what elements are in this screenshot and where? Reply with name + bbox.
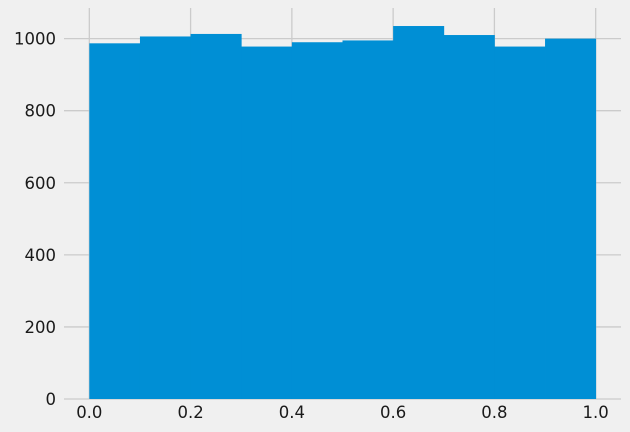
histogram-bar xyxy=(89,43,141,399)
histogram-bar xyxy=(545,38,597,399)
histogram-bar xyxy=(494,46,546,399)
y-axis-ticks: 0 200 400 600 800 1000 xyxy=(14,30,56,409)
x-tick-label: 0.6 xyxy=(380,403,406,422)
x-tick-label: 0.2 xyxy=(177,403,203,422)
histogram-bar xyxy=(139,36,191,400)
histogram-bar xyxy=(443,35,495,399)
x-tick-label: 1.0 xyxy=(583,403,609,422)
histogram-bar xyxy=(190,33,242,400)
x-tick-label: 0.4 xyxy=(279,403,305,422)
y-tick-label: 1000 xyxy=(14,30,56,49)
x-tick-label: 0.0 xyxy=(76,403,102,422)
histogram-bar xyxy=(241,46,293,399)
y-tick-label: 600 xyxy=(25,174,57,193)
histogram-bar xyxy=(291,42,343,400)
histogram-bar xyxy=(342,40,394,400)
x-axis-ticks: 0.0 0.2 0.4 0.6 0.8 1.0 xyxy=(76,403,609,422)
y-tick-label: 400 xyxy=(25,246,57,265)
y-tick-label: 0 xyxy=(46,390,57,409)
histogram-bar xyxy=(393,26,445,399)
x-tick-label: 0.8 xyxy=(481,403,507,422)
bars xyxy=(89,26,597,400)
y-tick-label: 800 xyxy=(25,102,57,121)
y-tick-label: 200 xyxy=(25,318,57,337)
